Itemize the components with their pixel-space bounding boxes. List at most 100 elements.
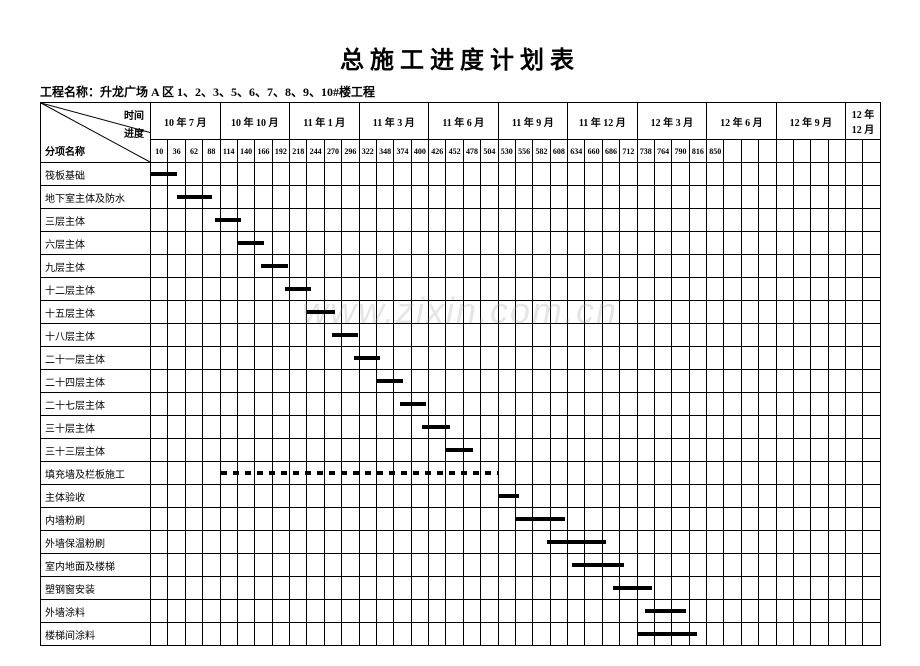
gantt-cell (654, 232, 671, 255)
gantt-cell (828, 232, 845, 255)
gantt-cell (394, 439, 411, 462)
gantt-cell (707, 531, 724, 554)
gantt-cell (255, 186, 272, 209)
gantt-cell (168, 370, 185, 393)
gantt-cell (585, 485, 602, 508)
gantt-cell (724, 163, 741, 186)
gantt-cell (620, 186, 637, 209)
gantt-cell (203, 232, 220, 255)
gantt-table: 时间进度分项名称10 年 7 月10 年 10 月11 年 1 月11 年 3 … (40, 102, 881, 646)
task-name: 填充墙及栏板施工 (41, 462, 151, 485)
gantt-cell (759, 324, 776, 347)
gantt-cell (237, 278, 254, 301)
gantt-cell (151, 255, 168, 278)
gantt-cell (533, 508, 550, 531)
gantt-cell (620, 232, 637, 255)
gantt-cell (376, 416, 393, 439)
gantt-cell (602, 416, 619, 439)
gantt-cell (376, 232, 393, 255)
gantt-cell (168, 531, 185, 554)
gantt-cell (689, 163, 706, 186)
gantt-cell (637, 508, 654, 531)
gantt-cell (394, 577, 411, 600)
gantt-cell (307, 623, 324, 646)
gantt-cell (324, 416, 341, 439)
gantt-cell (463, 531, 480, 554)
gantt-cell (759, 600, 776, 623)
gantt-cell (307, 600, 324, 623)
gantt-cell (185, 255, 202, 278)
gantt-cell (342, 186, 359, 209)
gantt-cell (185, 439, 202, 462)
gantt-cell (324, 186, 341, 209)
gantt-cell (602, 186, 619, 209)
gantt-cell (203, 554, 220, 577)
gantt-cell (376, 508, 393, 531)
gantt-cell (672, 439, 689, 462)
gantt-cell (568, 439, 585, 462)
gantt-cell (672, 232, 689, 255)
gantt-cell (185, 508, 202, 531)
task-name: 主体验收 (41, 485, 151, 508)
gantt-cell (411, 324, 428, 347)
gantt-cell (463, 485, 480, 508)
gantt-cell (237, 508, 254, 531)
gantt-cell (429, 462, 446, 485)
gantt-cell (324, 600, 341, 623)
gantt-cell (394, 531, 411, 554)
gantt-cell (394, 186, 411, 209)
gantt-cell (602, 439, 619, 462)
gantt-cell (654, 347, 671, 370)
gantt-cell (481, 577, 498, 600)
col-number: 400 (411, 140, 428, 163)
col-number: 36 (168, 140, 185, 163)
month-header: 11 年 12 月 (568, 103, 638, 140)
gantt-cell (585, 462, 602, 485)
col-number (828, 140, 845, 163)
gantt-cell (741, 255, 758, 278)
gantt-cell (568, 278, 585, 301)
task-name: 十二层主体 (41, 278, 151, 301)
gantt-cell (411, 393, 428, 416)
gantt-cell (481, 554, 498, 577)
gantt-cell (237, 623, 254, 646)
gantt-cell (290, 186, 307, 209)
gantt-cell (637, 416, 654, 439)
month-header: 10 年 7 月 (151, 103, 221, 140)
gantt-cell (689, 577, 706, 600)
gantt-cell (637, 577, 654, 600)
gantt-cell (793, 439, 810, 462)
gantt-cell (376, 531, 393, 554)
gantt-cell (185, 301, 202, 324)
gantt-cell (776, 531, 793, 554)
gantt-cell (620, 531, 637, 554)
gantt-cell (828, 485, 845, 508)
gantt-cell (342, 209, 359, 232)
gantt-cell (533, 623, 550, 646)
gantt-cell (759, 439, 776, 462)
col-number: 712 (620, 140, 637, 163)
gantt-cell (793, 278, 810, 301)
gantt-cell (185, 232, 202, 255)
gantt-cell (446, 577, 463, 600)
gantt-cell (290, 232, 307, 255)
gantt-cell (342, 370, 359, 393)
gantt-cell (151, 485, 168, 508)
gantt-cell (863, 485, 880, 508)
col-number: 452 (446, 140, 463, 163)
gantt-cell (602, 508, 619, 531)
gantt-cell (220, 485, 237, 508)
gantt-cell (376, 209, 393, 232)
gantt-cell (793, 623, 810, 646)
gantt-cell (255, 416, 272, 439)
gantt-cell (463, 324, 480, 347)
gantt-cell (324, 577, 341, 600)
gantt-cell (515, 232, 532, 255)
gantt-cell (481, 393, 498, 416)
gantt-cell (533, 439, 550, 462)
gantt-cell (342, 485, 359, 508)
month-header: 11 年 3 月 (359, 103, 429, 140)
gantt-cell (429, 324, 446, 347)
gantt-cell (793, 232, 810, 255)
gantt-cell (481, 531, 498, 554)
